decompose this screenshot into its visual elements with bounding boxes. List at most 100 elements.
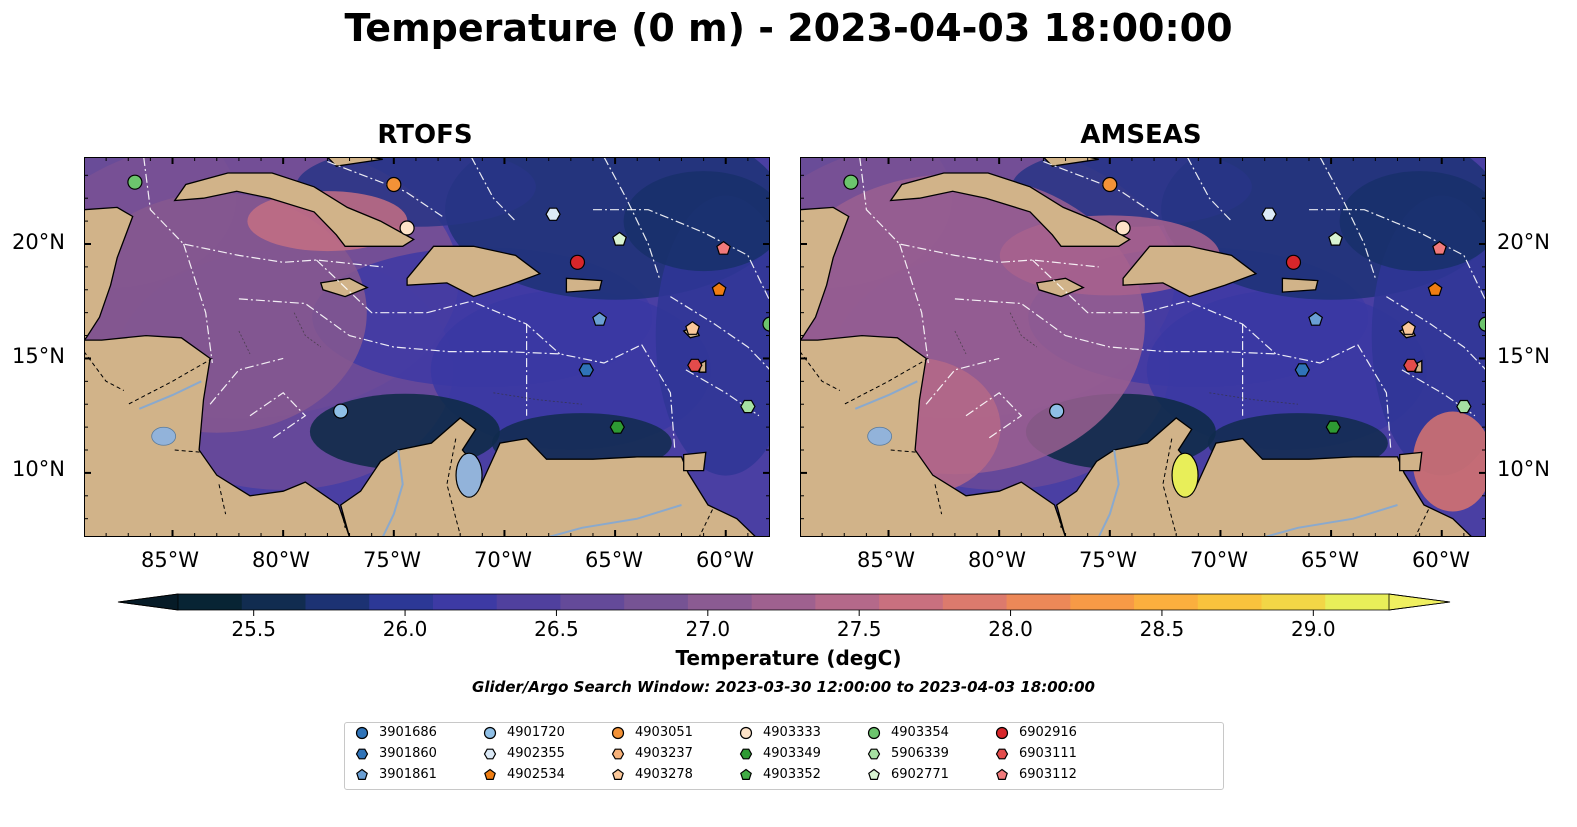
legend-label: 3901861 (379, 767, 437, 782)
colorbar-segment (305, 594, 370, 610)
land-jamaica (1035, 277, 1085, 298)
legend-label: 4903333 (763, 725, 821, 740)
legend-item: 4903354 (867, 725, 949, 740)
legend-marker-icon (995, 726, 1009, 739)
country-border (934, 484, 943, 515)
legend-marker-icon (611, 726, 625, 739)
legend-marker-icon (355, 726, 369, 739)
legend-item: 4903051 (611, 725, 693, 740)
colorbar-segment (369, 594, 434, 610)
land-southAm (339, 417, 770, 537)
float-marker-4903349 (1325, 420, 1341, 434)
colorbar-segment (879, 594, 944, 610)
river (1097, 449, 1120, 537)
legend-marker-icon (483, 726, 497, 739)
lon-tick-label: 60°W (696, 548, 754, 572)
map-panel-rtofs[interactable] (84, 157, 770, 537)
lake-nicaragua (151, 426, 177, 446)
float-marker-4901720 (333, 403, 349, 419)
float-marker-4902355 (545, 207, 561, 221)
river (1264, 504, 1398, 537)
colorbar-segment (560, 594, 625, 610)
legend-marker-shape (740, 768, 752, 780)
float-marker-6903111 (687, 358, 703, 372)
colorbar-extend-low (117, 593, 179, 611)
country-border (1056, 504, 1062, 528)
lat-tick-label: 15°N (1497, 344, 1550, 368)
legend-label: 6902916 (1019, 725, 1077, 740)
legend-label: 4903349 (763, 746, 821, 761)
eez-boundary (859, 157, 1099, 268)
legend-marker-icon (995, 748, 1009, 759)
legend-marker-shape (611, 726, 625, 739)
eez-boundary (426, 300, 561, 355)
country-border (446, 438, 461, 535)
colorbar-segment (241, 594, 307, 610)
legend-label: 6902771 (891, 767, 949, 782)
lon-tick-label: 70°W (474, 548, 532, 572)
colorbar-segment (1325, 594, 1390, 610)
float-marker-3901860 (578, 363, 594, 377)
colorbar: 25.5 26.0 26.5 27.0 27.5 28.0 28.5 29.0 (117, 593, 1451, 641)
legend-marker-shape (867, 748, 881, 759)
land-centralAm (800, 334, 1067, 537)
river (138, 380, 202, 410)
eez-boundary (965, 392, 1023, 440)
land-southAm (1055, 417, 1486, 537)
lat-tick-label: 10°N (1497, 457, 1550, 481)
lon-tick-label: 75°W (363, 548, 421, 572)
lat-tick-label: 20°N (12, 230, 65, 254)
legend-marker-icon (355, 748, 369, 759)
colorbar-segment (624, 594, 689, 610)
bathymetry-contour (293, 312, 322, 348)
land-hispaniola (406, 245, 542, 298)
eez-boundary (143, 157, 383, 268)
float-marker-4902534 (1427, 282, 1443, 296)
float-marker-4903354 (843, 174, 859, 190)
float-marker-5906339 (1456, 399, 1472, 414)
legend-marker-icon (868, 768, 880, 780)
colorbar-segment (1261, 594, 1326, 610)
land-puertoRico (565, 277, 603, 293)
float-marker-4902355 (1261, 207, 1277, 221)
colorbar-extend-high (1388, 593, 1451, 611)
eez-boundary (899, 243, 929, 364)
eez-boundary (470, 157, 516, 222)
eez-boundary (670, 296, 770, 371)
float-marker-4903278 (685, 320, 700, 335)
eez-boundary (603, 157, 660, 279)
float-marker-4903349 (609, 420, 625, 434)
legend-marker-shape (612, 768, 624, 780)
legend-marker-icon (739, 726, 753, 739)
legend-item: 4902355 (483, 746, 565, 761)
float-marker-4903354 (127, 174, 143, 190)
colorbar-tick-label: 27.5 (837, 617, 882, 641)
legend-marker-icon (867, 726, 881, 739)
legend-label: 6903112 (1019, 767, 1077, 782)
lat-tick-label: 10°N (12, 457, 65, 481)
legend-label: 4901720 (507, 725, 565, 740)
legend-label: 4903051 (635, 725, 693, 740)
country-border (218, 484, 227, 515)
land-hispaniola (1122, 245, 1258, 298)
colorbar-tick-label: 28.0 (988, 617, 1033, 641)
bathymetry-contour (238, 330, 251, 355)
lon-tick-label: 75°W (1079, 548, 1137, 572)
temperature-patch (1339, 171, 1486, 272)
eez-boundary (1186, 157, 1232, 222)
legend-label: 4903237 (635, 746, 693, 761)
eez-boundary (238, 298, 642, 364)
colorbar-segment (1134, 594, 1199, 610)
legend-marker-shape (868, 768, 880, 780)
eez-boundary (183, 243, 213, 364)
river (548, 504, 682, 537)
legend-marker-shape (356, 768, 368, 780)
legend-item: 6903112 (995, 767, 1077, 782)
map-panel-amseas[interactable] (800, 157, 1486, 537)
colorbar-segment (751, 594, 816, 610)
legend-label: 3901686 (379, 725, 437, 740)
colorbar-segment (942, 594, 1008, 610)
float-marker-3901861 (1308, 311, 1324, 326)
colorbar-segment (496, 594, 562, 610)
legend-marker-shape (995, 748, 1009, 759)
